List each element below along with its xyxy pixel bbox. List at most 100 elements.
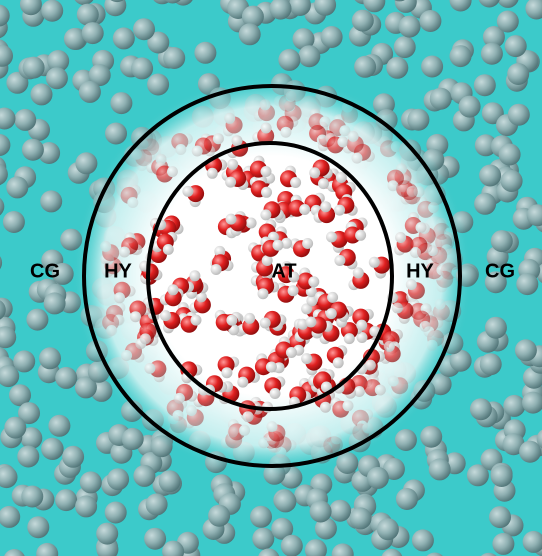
hydrogen	[160, 310, 171, 321]
hydrogen	[427, 340, 438, 351]
cg-bead	[450, 45, 472, 67]
hydrogen	[239, 425, 250, 436]
cg-bead	[354, 56, 376, 78]
hydrogen	[227, 427, 238, 438]
hydrogen	[318, 178, 329, 189]
cg-bead	[407, 109, 429, 131]
cg-bead	[470, 398, 492, 420]
cg-bead	[4, 417, 26, 439]
hydrogen	[309, 167, 320, 178]
hydrogen	[114, 292, 125, 303]
cg-bead	[396, 488, 418, 510]
hydrogen	[221, 367, 232, 378]
hydrogen	[355, 230, 366, 241]
hydrogen	[119, 247, 130, 258]
region-label: HY	[104, 260, 132, 282]
cg-bead	[48, 415, 70, 437]
cg-bead	[429, 458, 451, 480]
hydrogen	[333, 357, 344, 368]
hydrogen	[237, 377, 248, 388]
cg-bead	[239, 23, 261, 45]
cg-bead	[399, 16, 421, 38]
cg-bead	[77, 4, 99, 26]
hydrogen	[261, 123, 272, 134]
hydrogen	[320, 116, 331, 127]
cg-bead	[278, 49, 300, 71]
cg-bead	[163, 47, 185, 69]
hydrogen	[302, 238, 313, 249]
cg-bead	[113, 27, 135, 49]
hydrogen	[433, 269, 444, 280]
cg-bead	[491, 230, 513, 252]
cg-bead	[274, 490, 296, 512]
hydrogen	[260, 209, 271, 220]
hydrogen	[174, 393, 185, 404]
hydrogen	[207, 168, 218, 179]
hydrogen	[168, 284, 179, 295]
hydrogen	[388, 376, 399, 387]
cg-bead	[55, 489, 77, 511]
hydrogen	[428, 202, 439, 213]
cg-bead	[133, 18, 155, 40]
hydrogen	[301, 353, 312, 364]
cg-bead	[310, 501, 332, 523]
cg-bead	[96, 523, 118, 545]
cg-bead	[350, 507, 372, 529]
hydrogen	[121, 350, 132, 361]
hydrogen	[435, 299, 446, 310]
cg-bead	[3, 211, 25, 233]
hydrogen	[420, 321, 431, 332]
hydrogen	[266, 362, 277, 373]
hydrogen	[144, 363, 155, 374]
cg-bead	[62, 446, 84, 468]
cg-bead	[499, 144, 521, 166]
cg-bead	[208, 505, 230, 527]
cg-bead	[250, 506, 272, 528]
hydrogen	[343, 400, 354, 411]
cg-bead	[503, 395, 525, 417]
hydrogen	[288, 285, 299, 296]
cg-bead	[474, 193, 496, 215]
hydrogen	[286, 347, 297, 358]
cg-bead	[14, 109, 36, 131]
hydrogen	[226, 214, 237, 225]
hydrogen	[290, 177, 301, 188]
hydrogen	[244, 313, 255, 324]
hydrogen	[260, 99, 271, 110]
cg-bead	[41, 0, 63, 22]
hydrogen	[353, 267, 364, 278]
cg-bead	[367, 467, 389, 489]
cg-bead	[55, 367, 77, 389]
cg-bead	[507, 63, 529, 85]
cg-bead	[281, 535, 303, 556]
hydrogen	[270, 388, 281, 399]
hydrogen	[100, 241, 111, 252]
hydrogen	[334, 205, 345, 216]
hydrogen	[261, 187, 272, 198]
hydrogen	[407, 186, 418, 197]
region-label: AT	[271, 260, 296, 282]
cg-bead	[144, 528, 166, 550]
cg-bead	[519, 441, 541, 463]
hydrogen	[305, 317, 316, 328]
hydrogen	[127, 197, 138, 208]
hydrogen	[130, 311, 141, 322]
hydrogen	[167, 166, 178, 177]
hydrogen	[163, 244, 174, 255]
hydrogen	[224, 113, 235, 124]
hydrogen	[344, 333, 355, 344]
cg-bead	[352, 10, 374, 32]
hydrogen	[369, 257, 380, 268]
hydrogen	[326, 232, 337, 243]
hydrogen	[348, 131, 359, 142]
simulation-snapshot: CG HY AT HY CG	[0, 0, 542, 556]
cg-bead	[146, 493, 168, 515]
cg-bead	[501, 170, 523, 192]
cg-bead	[485, 317, 507, 339]
cg-bead	[31, 83, 53, 105]
cg-bead	[21, 486, 43, 508]
hydrogen	[392, 303, 403, 314]
cg-bead	[395, 429, 417, 451]
hydrogen	[225, 177, 236, 188]
cg-bead	[420, 426, 442, 448]
